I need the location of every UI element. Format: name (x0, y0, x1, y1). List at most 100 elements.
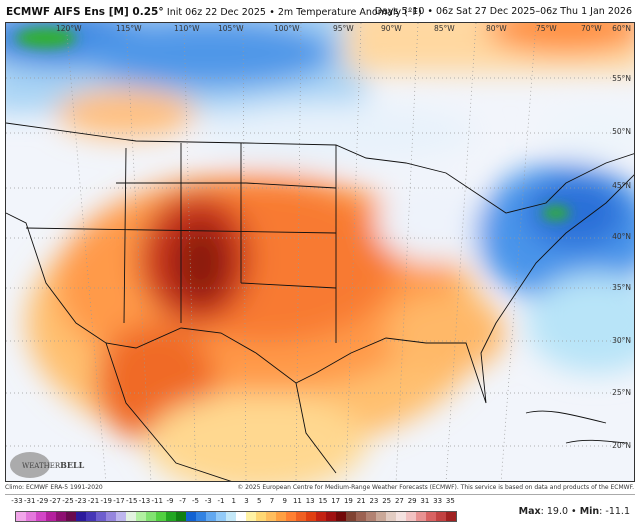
colorbar-tick: 23 (369, 497, 379, 505)
colorbar-tick: -15 (126, 497, 138, 505)
colorbar-tick: 35 (445, 497, 455, 505)
colorbar-swatch (36, 512, 46, 521)
divider (5, 494, 635, 495)
colorbar-swatch (276, 512, 286, 521)
colorbar-tick: -23 (75, 497, 87, 505)
colorbar-swatch (246, 512, 256, 521)
colorbar-tick: 27 (394, 497, 404, 505)
max-value: 19.0 (546, 506, 569, 517)
colorbar-swatch (406, 512, 416, 521)
colorbar-tick: 1 (231, 497, 236, 505)
init-time: Init 06z 22 Dec 2025 (166, 7, 266, 18)
weatherbell-logo: WEATHERBELL (10, 452, 85, 478)
colorbar-tick: 9 (282, 497, 287, 505)
lat-label: 50°N (612, 127, 631, 136)
colorbar-tick: 21 (356, 497, 366, 505)
colorbar-swatch (266, 512, 276, 521)
colorbar-swatch (46, 512, 56, 521)
colorbar-swatch (436, 512, 446, 521)
lat-label: 45°N (612, 181, 631, 190)
colorbar-swatch (206, 512, 216, 521)
colorbar-swatch (76, 512, 86, 521)
colorbar-tick: -19 (100, 497, 112, 505)
colorbar-tick: -7 (179, 497, 187, 505)
colorbar-tick: -27 (49, 497, 61, 505)
colorbar-tick: 11 (292, 497, 302, 505)
min-value: -11.1 (605, 506, 630, 517)
colorbar-swatch (116, 512, 126, 521)
lon-label: 90°W (381, 24, 402, 33)
colorbar-swatch (446, 512, 456, 521)
min-label: Min (579, 506, 600, 517)
colorbar-swatch (126, 512, 136, 521)
colorbar-tick: 19 (343, 497, 353, 505)
lon-label: 80°W (486, 24, 507, 33)
colorbar-swatch (16, 512, 26, 521)
colorbar-swatch (56, 512, 66, 521)
colorbar-tick: -5 (191, 497, 199, 505)
colorbar-swatch (146, 512, 156, 521)
chart-title: ECMWF AIFS Ens [M] 0.25° Init 06z 22 Dec… (6, 6, 422, 18)
colorbar-swatch (106, 512, 116, 521)
colorbar-tick: 29 (407, 497, 417, 505)
colorbar-tick: 31 (420, 497, 430, 505)
colorbar-tick: -9 (166, 497, 174, 505)
anomaly-map: 120°W 115°W 110°W 105°W 100°W 95°W 90°W … (5, 22, 635, 482)
lat-label: 60°N (612, 24, 631, 33)
colorbar-tick: 3 (244, 497, 249, 505)
colorbar-tick: 15 (318, 497, 328, 505)
lon-label: 100°W (274, 24, 300, 33)
colorbar-swatch (366, 512, 376, 521)
colorbar-tick: 17 (331, 497, 341, 505)
colorbar-swatch (186, 512, 196, 521)
colorbar-swatch (426, 512, 436, 521)
colorbar-swatch (256, 512, 266, 521)
colorbar-tick: -31 (24, 497, 36, 505)
lon-label: 115°W (116, 24, 142, 33)
valid-period: Days 5–10 • 06z Sat 27 Dec 2025–06z Thu … (374, 6, 632, 17)
colorbar-swatch (296, 512, 306, 521)
lon-label: 105°W (218, 24, 244, 33)
lat-label: 30°N (612, 336, 631, 345)
colorbar-tick: -21 (87, 497, 100, 505)
colorbar-swatch (336, 512, 346, 521)
colorbar-swatch (236, 512, 246, 521)
lon-label: 120°W (56, 24, 82, 33)
colorbar-tick: 25 (382, 497, 392, 505)
colorbar-swatch (176, 512, 186, 521)
climo-note: Climo: ECMWF ERA-5 1991-2020 (5, 484, 103, 491)
colorbar-tick: -29 (36, 497, 49, 505)
colorbar-tick: -25 (62, 497, 74, 505)
colorbar-ticks: -33 -31 -29 -27 -25 -23 -21 -19 -17 -15 -13 -11 -9 -7… (9, 497, 469, 507)
variable-name: 2m Temperature Anomaly (°F) (277, 7, 422, 18)
colorbar-swatch (316, 512, 326, 521)
lat-label: 35°N (612, 283, 631, 292)
colorbar-tick: -3 (204, 497, 212, 505)
colorbar-swatch (306, 512, 316, 521)
lon-label: 110°W (174, 24, 200, 33)
colorbar-tick: 7 (269, 497, 275, 505)
colorbar-swatch (326, 512, 336, 521)
colorbar-swatch (156, 512, 166, 521)
max-min-readout: Max: 19.0 • Min: -11.1 (518, 506, 630, 517)
colorbar-swatch (166, 512, 176, 521)
colorbar-swatch (86, 512, 96, 521)
svg-text:WEATHERBELL: WEATHERBELL (22, 460, 85, 470)
colorbar-swatch (136, 512, 146, 521)
colorbar-swatch (216, 512, 226, 521)
colorbar-swatch (346, 512, 356, 521)
lat-label: 25°N (612, 388, 631, 397)
colorbar-tick: 5 (256, 497, 262, 505)
colorbar-swatch (196, 512, 206, 521)
colorbar-tick: 33 (433, 497, 443, 505)
lat-label: 20°N (612, 441, 631, 450)
colorbar-swatch (66, 512, 76, 521)
colorbar-tick: -1 (217, 497, 225, 505)
lon-label: 75°W (536, 24, 557, 33)
colorbar-tick: -11 (151, 497, 163, 505)
colorbar-swatch (386, 512, 396, 521)
colorbar-swatch (416, 512, 426, 521)
colorbar-tick: 13 (305, 497, 315, 505)
anomaly-field (6, 23, 634, 481)
